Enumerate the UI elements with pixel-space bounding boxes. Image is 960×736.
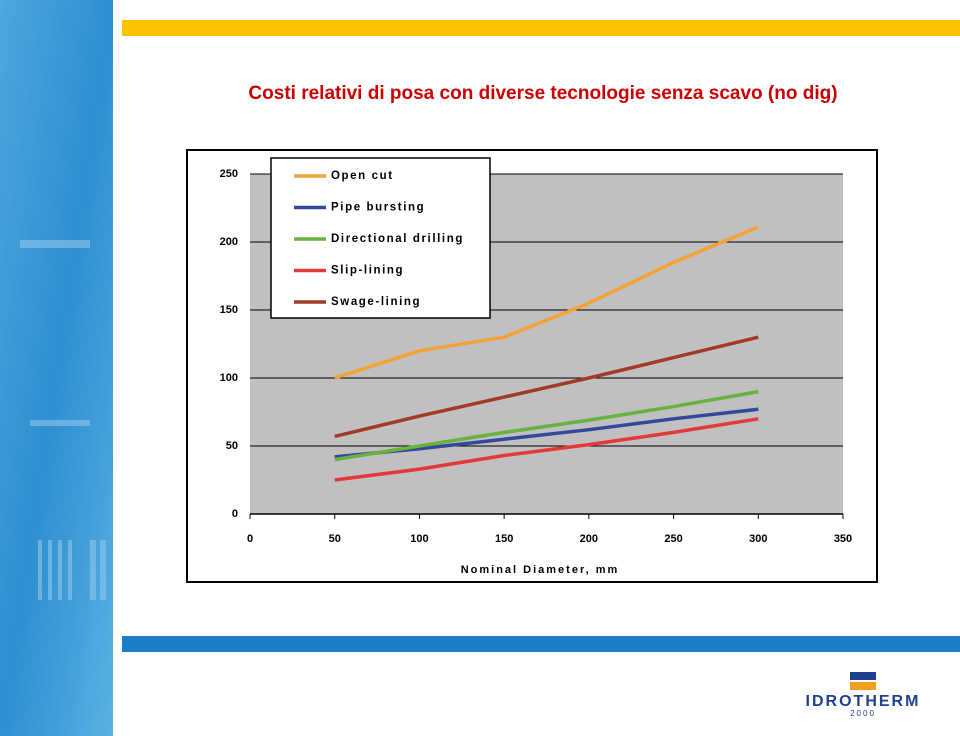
series-line bbox=[334, 389, 759, 462]
x-axis-label: Nominal Diameter, mm bbox=[461, 564, 620, 576]
legend-label: Open cut bbox=[331, 170, 394, 182]
legend-label: Swage-lining bbox=[331, 296, 421, 308]
chart: 0 50 100 150 200 250 0 50 100 150 200 250 300 350 Open… bbox=[220, 157, 852, 545]
x-tick-label: 0 bbox=[247, 533, 253, 545]
x-tick-label: 100 bbox=[410, 533, 428, 545]
logo-year: 2000 bbox=[850, 709, 876, 718]
x-tick-label: 350 bbox=[834, 533, 852, 545]
series-line bbox=[334, 417, 759, 482]
y-tick-label: 200 bbox=[220, 236, 238, 248]
x-tick-label: 300 bbox=[749, 533, 767, 545]
x-tick-label: 50 bbox=[329, 533, 341, 545]
logo-mark bbox=[850, 682, 876, 690]
logo: IDROTHERM 2000 bbox=[806, 672, 921, 718]
x-tick-label: 250 bbox=[664, 533, 682, 545]
side-decoration bbox=[20, 240, 106, 600]
slide-title: Costi relativi di posa con diverse tecno… bbox=[248, 83, 837, 104]
logo-name: IDROTHERM bbox=[806, 693, 921, 710]
bottom-bar bbox=[122, 636, 960, 652]
x-tick-label: 150 bbox=[495, 533, 513, 545]
series-line bbox=[334, 335, 759, 439]
top-bar bbox=[122, 20, 960, 36]
y-tick-label: 0 bbox=[232, 508, 238, 520]
legend-label: Directional drilling bbox=[331, 233, 464, 245]
legend-label: Pipe bursting bbox=[331, 202, 425, 214]
legend-label: Slip-lining bbox=[331, 265, 404, 277]
logo-mark bbox=[850, 672, 876, 680]
side-strip bbox=[0, 0, 113, 736]
series-line bbox=[334, 407, 759, 459]
y-tick-label: 50 bbox=[226, 440, 238, 452]
x-tick-label: 200 bbox=[580, 533, 598, 545]
y-tick-label: 150 bbox=[220, 304, 238, 316]
y-tick-label: 250 bbox=[220, 168, 238, 180]
y-tick-label: 100 bbox=[220, 372, 238, 384]
series-line bbox=[334, 225, 759, 380]
